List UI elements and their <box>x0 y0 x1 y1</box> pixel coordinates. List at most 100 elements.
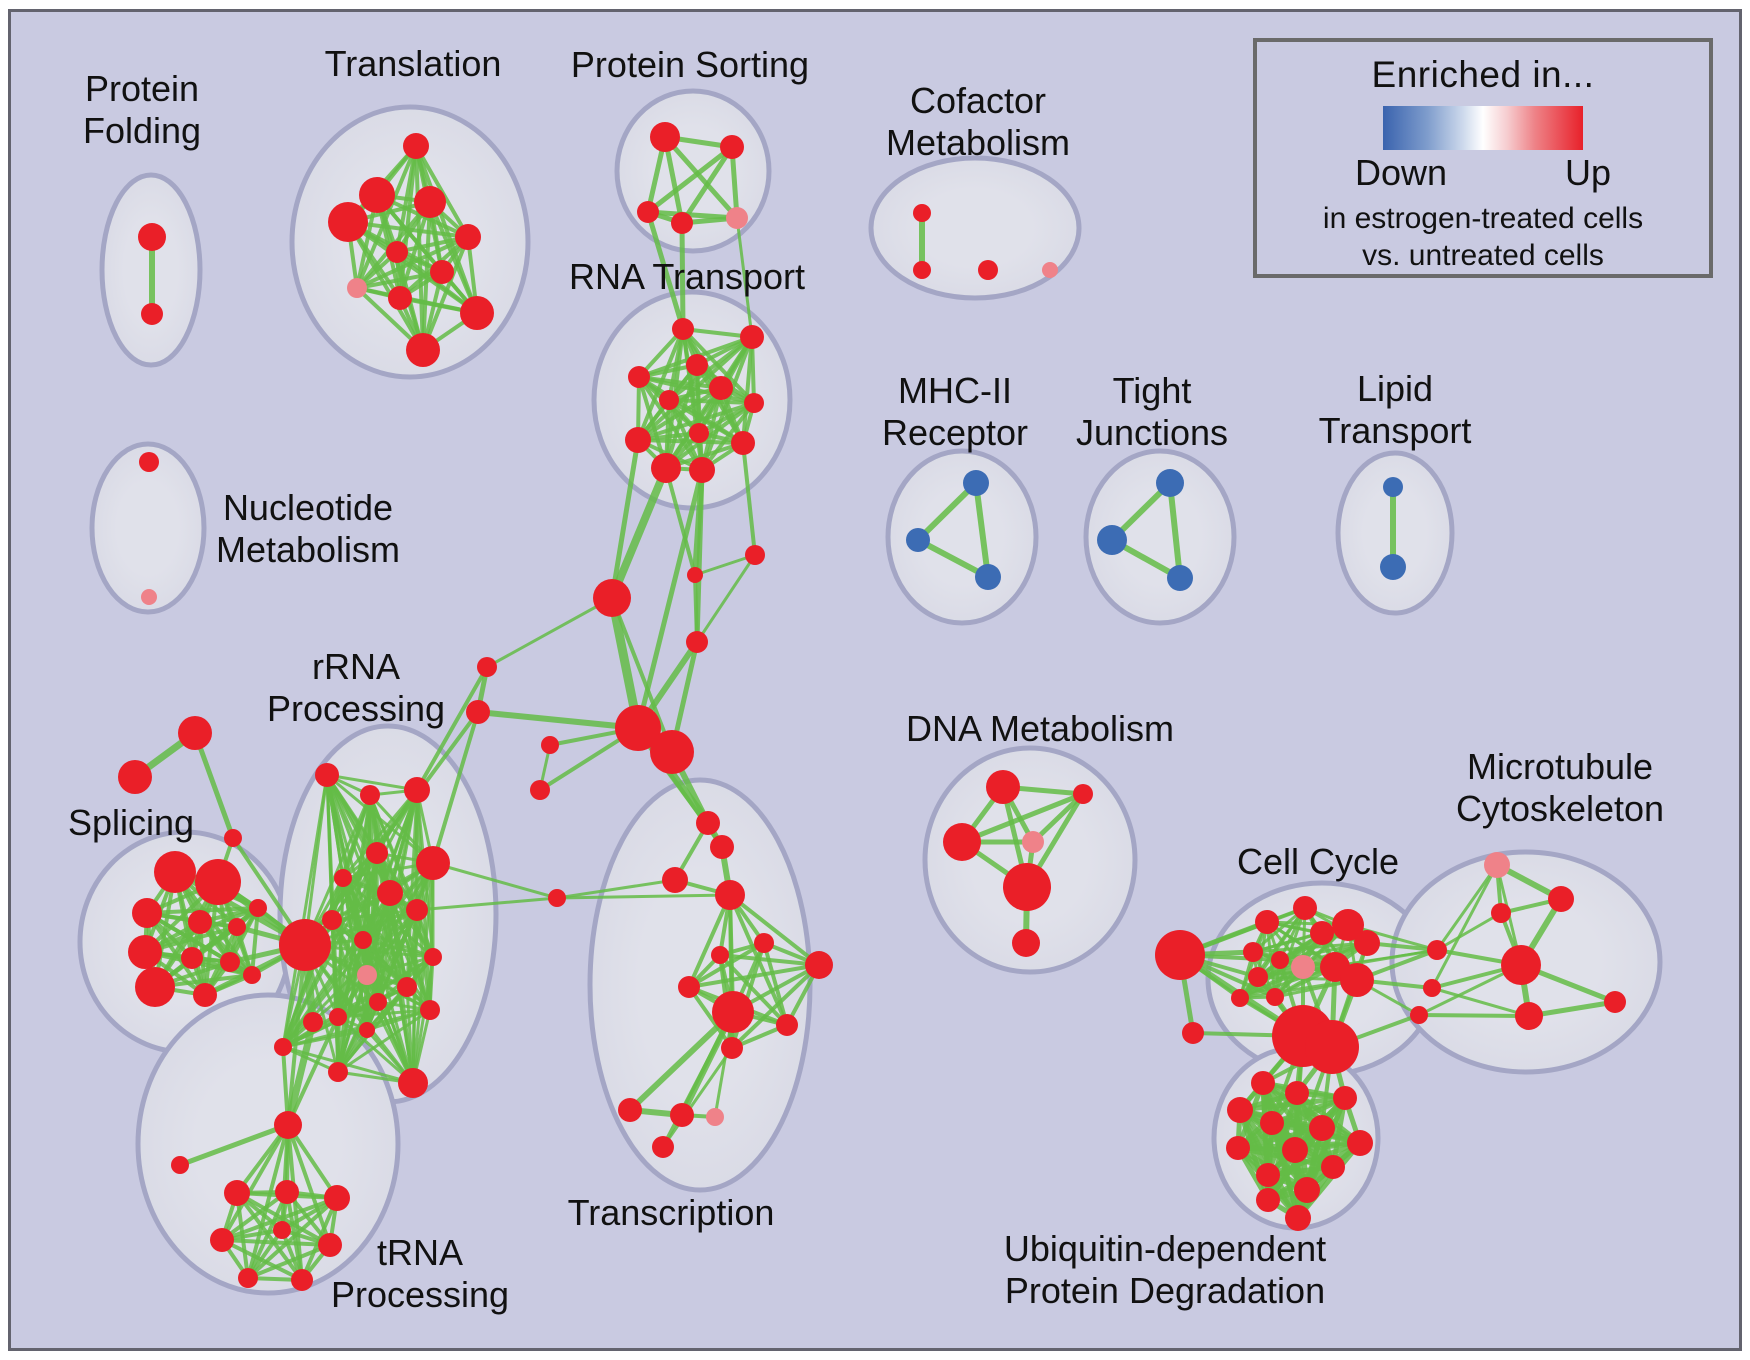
cluster-ellipse-nucleotide-metabolism <box>89 441 207 615</box>
gene-set-node-83 <box>315 763 339 787</box>
gene-set-node-88 <box>416 846 450 880</box>
gene-set-node-116 <box>303 1012 323 1032</box>
cluster-label-rrna-processing-line2: Processing <box>267 688 445 729</box>
gene-set-node-68 <box>178 716 212 750</box>
gene-set-node-132 <box>1291 955 1315 979</box>
edge <box>679 220 686 332</box>
cluster-label-rna-transport: RNA Transport <box>569 256 805 297</box>
gene-set-node-80 <box>193 983 217 1007</box>
trna-mesh-edge <box>286 1123 339 1200</box>
cluster-label-trna-processing-line2: Processing <box>331 1274 509 1315</box>
cluster-label-lipid-transport-line2: Transport <box>1319 410 1472 451</box>
edge <box>1430 863 1499 990</box>
gene-set-node-31 <box>141 589 157 605</box>
gene-set-node-149 <box>1251 1071 1275 1095</box>
gene-set-node-56 <box>715 880 745 910</box>
rrna-mesh-edge <box>336 1015 415 1085</box>
gene-set-node-77 <box>181 947 203 969</box>
gene-set-node-33 <box>740 325 764 349</box>
rrna-mesh-edge <box>303 793 372 947</box>
gene-set-node-91 <box>279 919 331 971</box>
gene-set-node-45 <box>593 579 631 617</box>
gene-set-node-2 <box>403 133 429 159</box>
gene-set-node-67 <box>652 1136 674 1158</box>
cluster-label-ubiquitin-degradation-line2: Protein Degradation <box>1005 1270 1325 1311</box>
gene-set-node-130 <box>1243 942 1263 962</box>
transcription-core-mesh-edge <box>687 941 766 989</box>
trna-mesh-edge <box>246 1190 289 1280</box>
gene-set-node-52 <box>548 889 566 907</box>
gene-set-node-103 <box>359 1022 375 1038</box>
gene-set-node-110 <box>324 1185 350 1211</box>
gene-set-node-106 <box>274 1111 302 1139</box>
edge <box>1167 480 1183 581</box>
gene-set-node-154 <box>1309 1115 1335 1141</box>
gene-set-node-148 <box>1604 991 1626 1013</box>
cluster-label-lipid-transport-line1: Lipid <box>1357 368 1433 409</box>
gene-set-node-134 <box>1340 963 1374 997</box>
gene-set-node-94 <box>357 965 377 985</box>
gene-set-node-40 <box>625 427 651 453</box>
gene-set-node-121 <box>1003 863 1051 911</box>
gene-set-node-60 <box>678 976 700 998</box>
gene-set-node-38 <box>744 393 764 413</box>
gene-set-node-58 <box>754 933 774 953</box>
cell-cycle-mesh-edge <box>1238 978 1359 1000</box>
gene-set-node-29 <box>1380 554 1406 580</box>
gene-set-node-48 <box>615 705 661 751</box>
protein-sorting-mesh-edge <box>679 144 735 226</box>
transcription-core-mesh-edge <box>687 963 821 989</box>
gene-set-node-47 <box>686 631 708 653</box>
rna-transport-mesh-edge <box>637 375 704 472</box>
trna-mesh-edge <box>300 1196 339 1282</box>
edge <box>661 1010 735 1149</box>
gene-set-node-140 <box>1427 940 1447 960</box>
gene-set-node-102 <box>398 1068 428 1098</box>
cluster-label-microtubule-cytoskeleton-line2: Cytoskeleton <box>1456 788 1664 829</box>
gene-set-node-64 <box>618 1098 642 1122</box>
transcription-core-mesh-edge <box>730 963 821 1050</box>
gene-set-node-97 <box>420 1000 440 1020</box>
gene-set-node-72 <box>195 859 241 905</box>
edge <box>973 480 991 580</box>
gene-set-node-114 <box>238 1268 258 1288</box>
gene-set-node-7 <box>386 241 408 263</box>
edge <box>284 1018 317 1129</box>
gene-set-node-112 <box>273 1221 291 1239</box>
legend-subtitle: in estrogen-treated cells vs. untreated … <box>1323 200 1643 274</box>
gene-set-node-6 <box>455 224 481 250</box>
transcription-core-mesh-edge <box>687 985 734 1050</box>
cluster-label-dna-metabolism: DNA Metabolism <box>906 708 1174 749</box>
edge <box>177 1122 291 1168</box>
edge <box>1417 1013 1531 1018</box>
gene-set-node-24 <box>975 564 1001 590</box>
trna-mesh-edge <box>220 1238 332 1247</box>
rrna-mesh-edge <box>405 985 415 1085</box>
edge <box>741 441 757 557</box>
edge <box>627 1009 736 1113</box>
gene-set-node-71 <box>154 851 196 893</box>
gene-set-node-25 <box>1156 469 1184 497</box>
cluster-label-nucleotide-metabolism-line2: Metabolism <box>216 529 400 570</box>
gene-set-node-152 <box>1227 1097 1253 1123</box>
cluster-label-ubiquitin-degradation-line1: Ubiquitin-dependent <box>1004 1228 1326 1269</box>
edge <box>475 709 641 731</box>
transcription-core-mesh-edge <box>718 953 789 1027</box>
gene-set-node-27 <box>1167 565 1193 591</box>
cluster-label-microtubule-cytoskeleton-line1: Microtubule <box>1467 746 1653 787</box>
edge <box>1526 999 1618 1019</box>
gene-set-node-123 <box>1155 930 1205 980</box>
gene-set-node-43 <box>689 457 715 483</box>
edge <box>693 553 757 577</box>
edge <box>635 467 705 731</box>
gene-set-node-161 <box>1256 1188 1280 1212</box>
legend-up-label: Up <box>1564 152 1611 193</box>
edge <box>915 480 979 543</box>
trna-mesh-edge <box>220 1190 289 1242</box>
rrna-mesh-edge <box>336 938 365 1019</box>
gene-set-node-145 <box>1491 903 1511 923</box>
cluster-label-rrna-processing-line1: rRNA <box>312 646 400 687</box>
gene-set-node-75 <box>228 918 246 936</box>
gene-set-node-113 <box>318 1233 342 1257</box>
protein-sorting-mesh-edge <box>662 134 740 221</box>
